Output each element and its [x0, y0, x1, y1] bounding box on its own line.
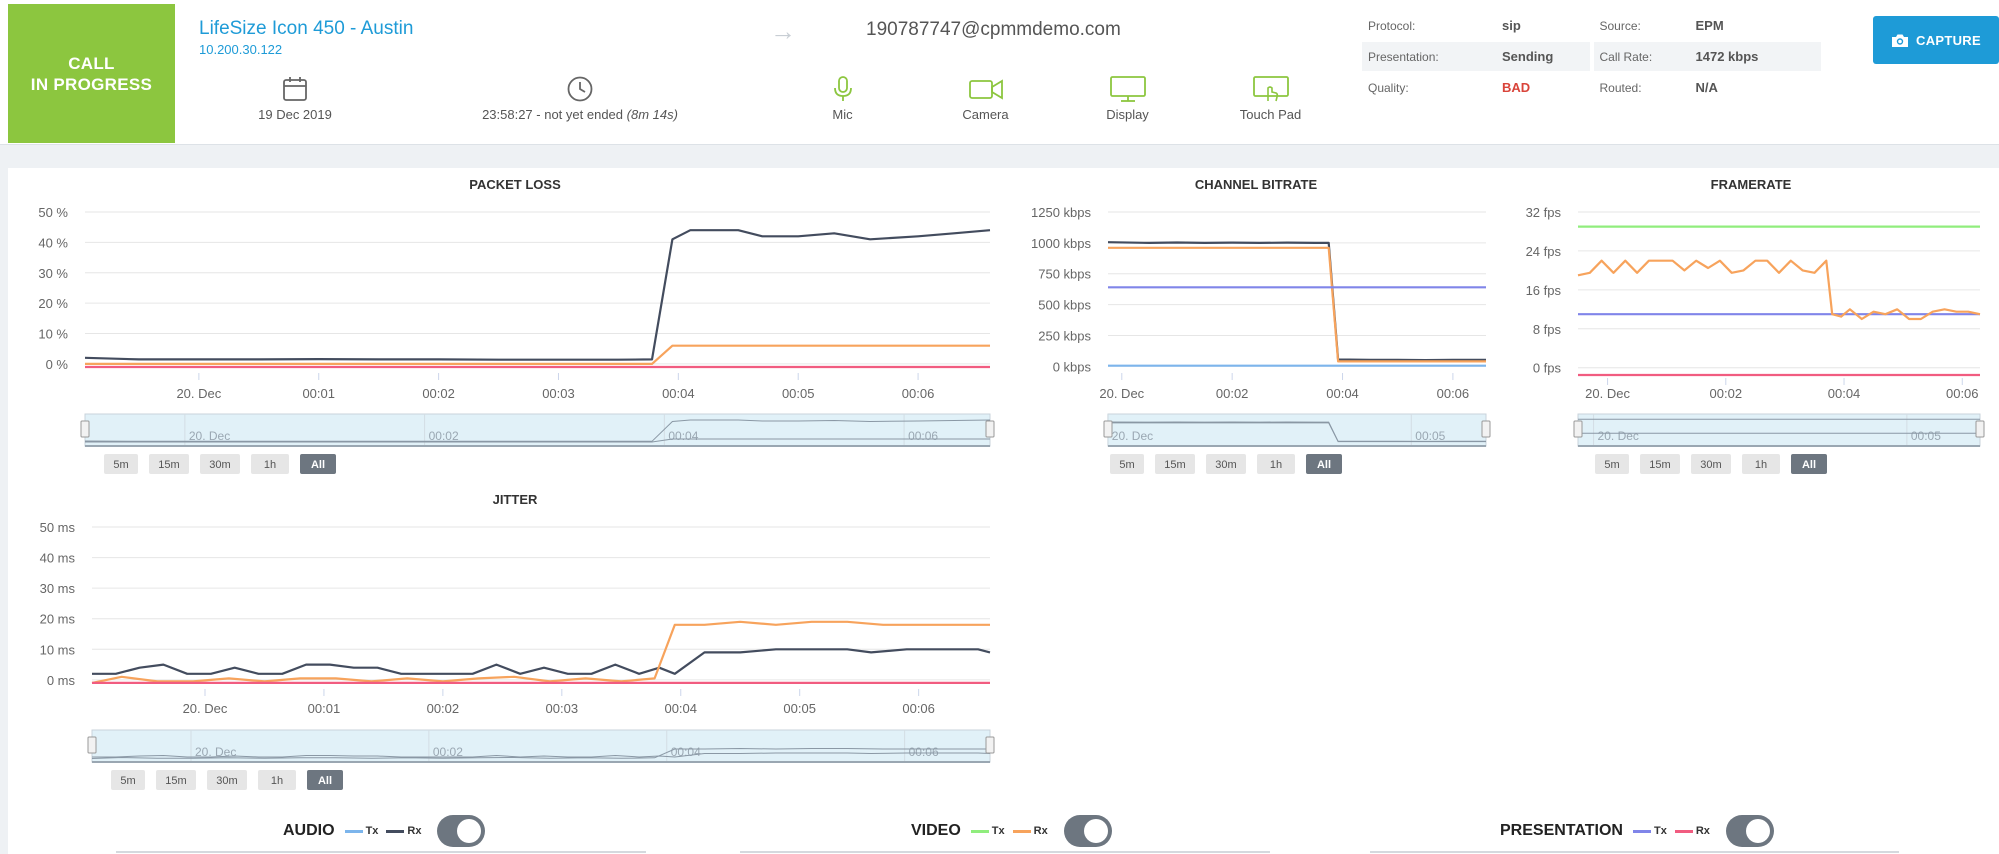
video-tx-label: Tx [991, 825, 1005, 837]
call-status-badge: CALL IN PROGRESS [8, 4, 175, 143]
call-header: CALL IN PROGRESS LifeSize Icon 450 - Aus… [0, 0, 1999, 145]
device-touchpad[interactable]: Touch Pad [1228, 75, 1313, 122]
audio-toggle[interactable] [437, 815, 486, 847]
call-time: 23:58:27 - not yet ended (8m 14s) [440, 75, 720, 122]
device-display-label: Display [1106, 107, 1149, 122]
audio-legend-title: AUDIO [283, 822, 335, 839]
presentation-legend: PRESENTATION Tx Rx [1500, 815, 1774, 847]
presentation-legend-title: PRESENTATION [1500, 822, 1623, 839]
camera-icon [1892, 34, 1909, 47]
device-touchpad-label: Touch Pad [1239, 107, 1302, 122]
presentation-rx-label: Rx [1695, 825, 1710, 837]
presentation-label: Presentation: [1368, 49, 1439, 64]
device-ip-link[interactable]: 10.200.30.122 [199, 42, 283, 57]
video-legend: VIDEO Tx Rx [911, 815, 1112, 847]
charts-panel [8, 168, 1999, 854]
source-label: Source: [1599, 18, 1641, 33]
routed-value: N/A [1695, 80, 1718, 95]
presentation-value: Sending [1502, 49, 1554, 64]
video-divider [740, 851, 1270, 853]
presentation-rx-key: Rx [1674, 825, 1710, 837]
touchpad-icon [1252, 76, 1289, 102]
protocol-value: sip [1502, 18, 1521, 33]
audio-tx-key: Tx [344, 825, 379, 837]
call-duration: (8m 14s) [626, 107, 678, 122]
presentation-divider [1370, 851, 1899, 853]
info-row-quality: Quality: BAD Routed: N/A [1362, 72, 1825, 103]
presentation-toggle[interactable] [1725, 815, 1774, 847]
remote-endpoint: 190787747@cpmmdemo.com [866, 19, 1121, 40]
status-line-2: IN PROGRESS [30, 74, 153, 94]
capture-button[interactable]: CAPTURE [1873, 16, 1999, 64]
device-display[interactable]: Display [1085, 75, 1170, 122]
call-date-text: 19 Dec 2019 [258, 107, 332, 122]
device-camera-label: Camera [962, 107, 1009, 122]
routed-label: Routed: [1599, 80, 1642, 95]
video-tx-key: Tx [970, 825, 1005, 837]
audio-rx-label: Rx [407, 825, 422, 837]
clock-icon [567, 76, 593, 102]
video-toggle[interactable] [1063, 815, 1112, 847]
presentation-tx-key: Tx [1632, 825, 1667, 837]
device-camera[interactable]: Camera [943, 75, 1028, 122]
presentation-tx-label: Tx [1653, 825, 1667, 837]
video-rx-key: Rx [1012, 825, 1048, 837]
capture-button-label: CAPTURE [1916, 32, 1981, 48]
quality-label: Quality: [1368, 80, 1409, 95]
video-legend-title: VIDEO [911, 822, 961, 839]
presentation-toggle-knob [1745, 819, 1770, 843]
call-info-grid: Protocol: sip Source: EPM Presentation: … [1362, 10, 1825, 103]
device-mic-label: Mic [832, 107, 853, 122]
microphone-icon [833, 76, 852, 101]
video-rx-label: Rx [1033, 825, 1048, 837]
info-row-protocol: Protocol: sip Source: EPM [1362, 10, 1825, 41]
info-row-presentation: Presentation: Sending Call Rate: 1472 kb… [1362, 41, 1825, 72]
monitor-icon [1109, 76, 1146, 102]
audio-divider [116, 851, 646, 853]
call-date: 19 Dec 2019 [240, 75, 350, 122]
video-toggle-knob [1083, 819, 1108, 843]
audio-toggle-knob [457, 819, 482, 843]
status-line-1: CALL [68, 53, 115, 73]
device-name-link[interactable]: LifeSize Icon 450 - Austin [199, 18, 414, 39]
audio-rx-key: Rx [386, 825, 421, 837]
quality-value: BAD [1502, 80, 1531, 95]
arrow-right-icon: → [770, 16, 796, 46]
protocol-label: Protocol: [1368, 18, 1416, 33]
call-time-text: 23:58:27 - not yet ended [482, 107, 624, 122]
call-rate-label: Call Rate: [1599, 49, 1653, 64]
audio-tx-label: Tx [365, 825, 379, 837]
device-mic[interactable]: Mic [800, 75, 885, 122]
video-camera-icon [968, 79, 1003, 100]
calendar-icon [283, 77, 307, 101]
audio-legend: AUDIO Tx Rx [283, 815, 486, 847]
source-value: EPM [1695, 18, 1724, 33]
call-rate-value: 1472 kbps [1695, 49, 1759, 64]
